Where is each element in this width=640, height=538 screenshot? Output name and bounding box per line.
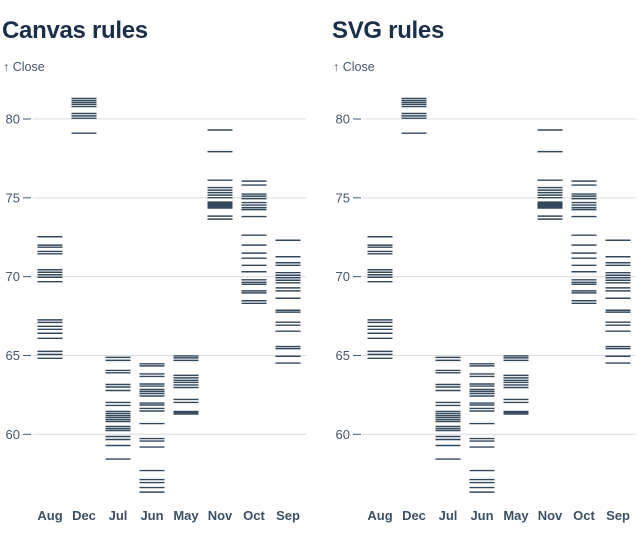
x-axis-month-label: Jun [470, 508, 493, 523]
x-axis-month-label: May [503, 508, 529, 523]
tick-chart-canvas: ↑ Close 60 65 70 75 80 Aug Dec Jul Jun May Nov Oct Se… [3, 60, 306, 523]
tick-chart-svg: ↑ Close 60 65 70 75 80 Aug Dec Jul Jun May Nov Oct Se… [333, 60, 636, 523]
y-axis-title: ↑ Close [333, 60, 375, 74]
y-axis-tick-label: 60 [336, 426, 350, 441]
x-axis-month-label: Sep [276, 508, 300, 523]
chart-title-canvas: Canvas rules [2, 17, 148, 44]
y-axis-tick-label: 65 [6, 348, 20, 363]
tick-chart-canvas: ↑ Close 60 65 70 75 80 Aug Dec Jul Jun May Nov Oct Se… [0, 55, 330, 535]
x-axis-month-label: Dec [72, 508, 96, 523]
y-axis-tick-label: 80 [336, 111, 350, 126]
x-axis-month-label: Jun [140, 508, 163, 523]
x-axis-month-label: Jul [439, 508, 458, 523]
x-axis-month-label: Oct [573, 508, 595, 523]
chart-title-svg: SVG rules [332, 17, 445, 44]
y-axis-tick-label: 75 [336, 190, 350, 205]
y-axis-tick-label: 60 [6, 426, 20, 441]
x-axis-month-label: Nov [538, 508, 563, 523]
tick-chart-svg: ↑ Close 60 65 70 75 80 Aug Dec Jul Jun May Nov Oct Se… [330, 55, 640, 535]
y-axis-tick-label: 65 [336, 348, 350, 363]
x-axis-month-label: Oct [243, 508, 265, 523]
x-axis-month-label: Nov [208, 508, 233, 523]
x-axis-month-label: Aug [367, 508, 392, 523]
y-axis-tick-label: 70 [336, 269, 350, 284]
x-axis-month-label: Dec [402, 508, 426, 523]
y-axis-tick-label: 80 [6, 111, 20, 126]
x-axis-month-label: Jul [109, 508, 128, 523]
y-axis-tick-label: 70 [6, 269, 20, 284]
x-axis-month-label: Sep [606, 508, 630, 523]
figure-svg-rules: SVG rules ↑ Close 60 65 70 75 80 Aug Dec Jul Jun M… [330, 0, 640, 535]
figure-canvas-rules: Canvas rules ↑ Close 60 65 70 75 80 Aug Dec Jul J… [0, 17, 330, 535]
x-axis-month-label: Aug [37, 508, 62, 523]
y-axis-tick-label: 75 [6, 190, 20, 205]
x-axis-month-label: May [173, 508, 199, 523]
y-axis-title: ↑ Close [3, 60, 45, 74]
